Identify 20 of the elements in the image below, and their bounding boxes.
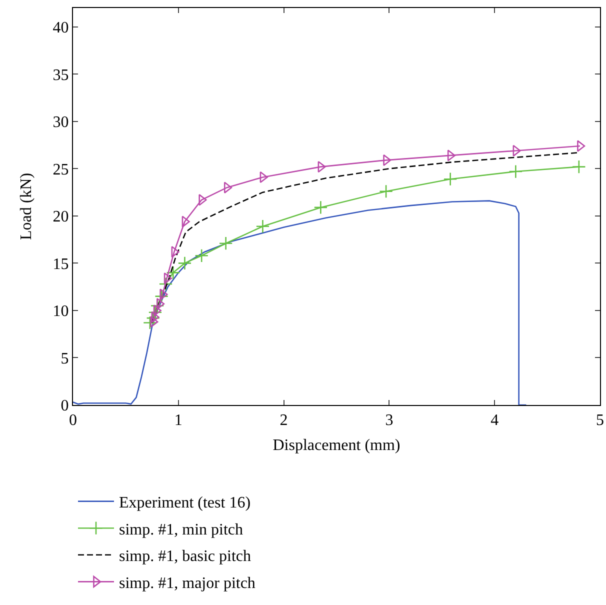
y-tick-label: 10: [52, 303, 69, 320]
x-axis-title: Displacement (mm): [272, 436, 400, 454]
y-tick-label: 15: [52, 256, 69, 273]
y-axis-title: Load (kN): [18, 172, 35, 240]
legend-label: simp. #1, major pitch: [119, 574, 256, 592]
x-tick-label: 1: [174, 412, 182, 430]
x-tick-label: 4: [490, 412, 499, 430]
y-tick-label: 20: [52, 208, 69, 226]
y-tick-label: 25: [52, 161, 69, 178]
y-tick-label: 35: [52, 66, 69, 84]
y-tick-label: 40: [52, 20, 69, 36]
y-tick-label: 0: [60, 398, 69, 415]
y-tick-label: 30: [52, 114, 69, 132]
x-tick-label: 3: [385, 412, 394, 430]
x-tick-label: 2: [280, 412, 288, 430]
legend-label: Experiment (test 16): [119, 494, 251, 512]
y-tick-label: 5: [60, 350, 69, 368]
x-tick-label: 5: [596, 412, 604, 430]
legend-label: simp. #1, min pitch: [119, 521, 243, 538]
legend-label: simp. #1, basic pitch: [119, 548, 251, 566]
